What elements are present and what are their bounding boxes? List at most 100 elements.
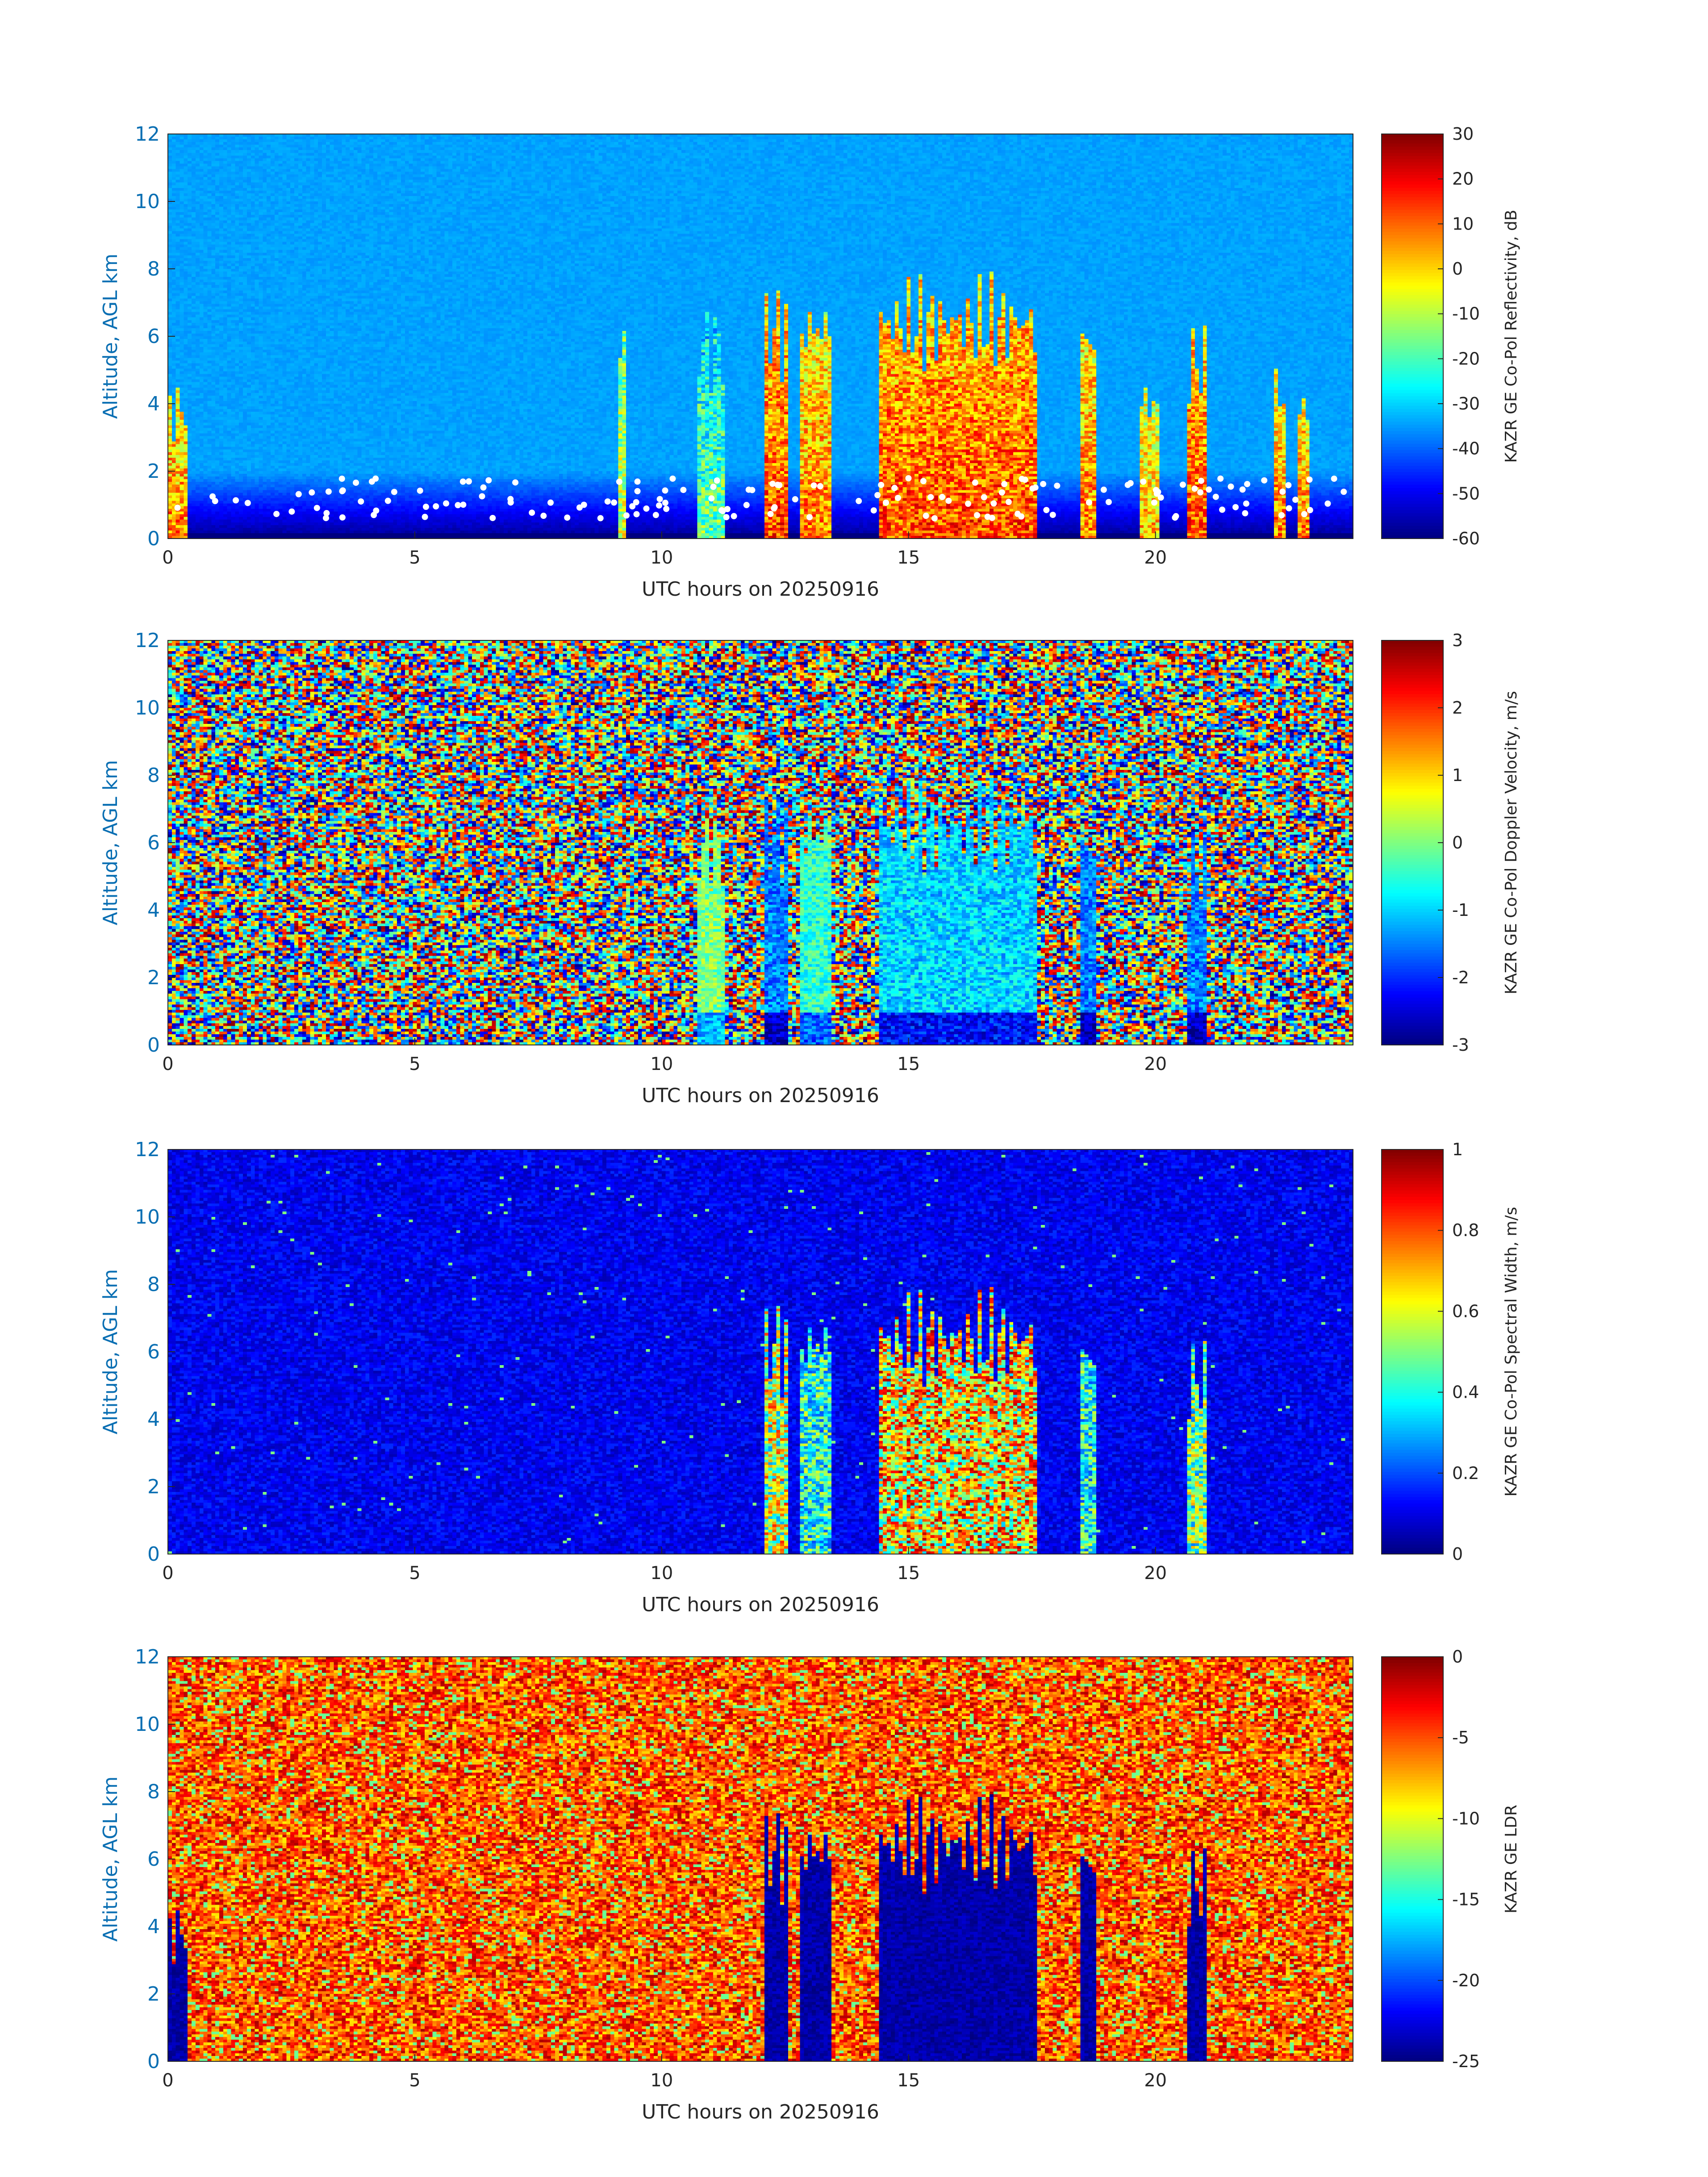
colorbar-swatch (1382, 830, 1443, 834)
colorbar-doppler_velocity: 3 2 1 0 -1 -2 -3 KAZR GE Co-Pol Doppler Velocit… (1381, 631, 1520, 1055)
colorbar-swatch (1382, 308, 1443, 312)
colorbar-swatch (1382, 1821, 1443, 1825)
colorbar-swatch (1382, 263, 1443, 267)
colorbar-swatch (1382, 744, 1443, 748)
colorbar-swatch (1382, 1326, 1443, 1330)
colorbar-swatch (1382, 1516, 1443, 1520)
y-tick-label: 0 (147, 1034, 160, 1057)
colorbar-swatch (1382, 1935, 1443, 1939)
cloud-base-marker (1172, 514, 1178, 521)
cloud-base-marker (662, 487, 668, 494)
colorbar-swatch (1382, 1216, 1443, 1220)
cloud-base-marker (817, 483, 823, 489)
x-axis-label: UTC hours on 20250916 (642, 1084, 879, 1107)
colorbar-swatch (1382, 801, 1443, 805)
x-tick-label: 15 (897, 1563, 920, 1584)
colorbar-swatch (1382, 823, 1443, 827)
colorbar-swatch (1382, 279, 1443, 283)
y-tick-label: 4 (147, 899, 160, 922)
colorbar-swatch (1382, 1550, 1443, 1554)
colorbar-swatch (1382, 1041, 1443, 1045)
colorbar-swatch (1382, 522, 1443, 526)
colorbar-swatch (1382, 713, 1443, 717)
colorbar-swatch (1382, 855, 1443, 859)
colorbar-swatch (1382, 203, 1443, 207)
colorbar-swatch (1382, 1982, 1443, 1986)
colorbar-swatch (1382, 861, 1443, 865)
colorbar-swatch (1382, 1412, 1443, 1416)
colorbar-swatch (1382, 387, 1443, 391)
colorbar-swatch (1382, 2036, 1443, 2040)
colorbar-swatch (1382, 909, 1443, 913)
cloud-base-marker (325, 488, 332, 495)
colorbar-swatch (1382, 171, 1443, 175)
colorbar-swatch (1382, 396, 1443, 400)
colorbar-swatch (1382, 723, 1443, 726)
colorbar-swatch (1382, 1963, 1443, 1967)
colorbar-swatch (1382, 450, 1443, 454)
cloud-base-marker (1243, 500, 1249, 507)
colorbar-swatch (1382, 1301, 1443, 1305)
colorbar-tick-label: 0 (1452, 259, 1463, 279)
colorbar-swatch (1382, 238, 1443, 242)
colorbar-swatch (1382, 1323, 1443, 1327)
colorbar-swatch (1382, 956, 1443, 960)
colorbar-swatch (1382, 1776, 1443, 1780)
cloud-base-marker (767, 510, 774, 517)
colorbar-swatch (1382, 1443, 1443, 1447)
cloud-base-marker (1278, 512, 1285, 518)
colorbar-swatch (1382, 1824, 1443, 1828)
y-tick-label: 12 (135, 123, 160, 146)
x-tick-label: 10 (650, 1054, 673, 1074)
colorbar-swatch (1382, 285, 1443, 289)
colorbar-swatch (1382, 1676, 1443, 1680)
colorbar-swatch (1382, 665, 1443, 669)
colorbar-swatch (1382, 1954, 1443, 1958)
colorbar-swatch (1382, 1519, 1443, 1523)
colorbar-swatch (1382, 798, 1443, 802)
colorbar-swatch (1382, 811, 1443, 815)
cloud-base-marker (883, 499, 889, 506)
colorbar-swatch (1382, 257, 1443, 261)
colorbar-swatch (1382, 1159, 1443, 1163)
colorbar-swatch (1382, 460, 1443, 463)
colorbar-swatch (1382, 422, 1443, 425)
colorbar-swatch (1382, 839, 1443, 843)
cloud-base-marker (1244, 481, 1251, 487)
colorbar-swatch (1382, 1547, 1443, 1551)
x-tick-label: 20 (1144, 1054, 1167, 1074)
colorbar-swatch (1382, 153, 1443, 157)
colorbar-swatch (1382, 437, 1443, 441)
y-tick-label: 6 (147, 1341, 160, 1363)
colorbar-swatch (1382, 978, 1443, 982)
cloud-base-marker (1191, 485, 1198, 492)
colorbar-tick-label: -20 (1452, 1971, 1480, 1990)
colorbar-swatch (1382, 1783, 1443, 1787)
colorbar-swatch (1382, 175, 1443, 179)
colorbar-swatch (1382, 691, 1443, 695)
colorbar-swatch (1382, 1713, 1443, 1717)
cloud-base-marker (611, 499, 618, 506)
colorbar-swatch (1382, 1232, 1443, 1235)
colorbar-swatch (1382, 1491, 1443, 1495)
cloud-base-marker (288, 508, 295, 515)
cloud-base-marker (174, 505, 181, 511)
cloud-base-marker (1054, 482, 1061, 489)
colorbar-swatch (1382, 349, 1443, 353)
colorbar-swatch (1382, 710, 1443, 714)
colorbar-swatch (1382, 1235, 1443, 1238)
colorbar-swatch (1382, 1484, 1443, 1488)
colorbar-swatch (1382, 1405, 1443, 1409)
colorbar-swatch (1382, 1352, 1443, 1355)
colorbar-swatch (1382, 757, 1443, 761)
cloud-base-marker (1219, 506, 1226, 513)
cloud-base-marker (905, 475, 912, 482)
colorbar-swatch (1382, 188, 1443, 192)
cloud-base-marker (1086, 499, 1092, 506)
cloud-base-marker (870, 507, 877, 514)
colorbar-swatch (1382, 1434, 1443, 1437)
colorbar-swatch (1382, 1200, 1443, 1204)
cloud-base-marker (710, 484, 717, 490)
colorbar-swatch (1382, 808, 1443, 812)
cloud-base-marker (634, 478, 641, 485)
